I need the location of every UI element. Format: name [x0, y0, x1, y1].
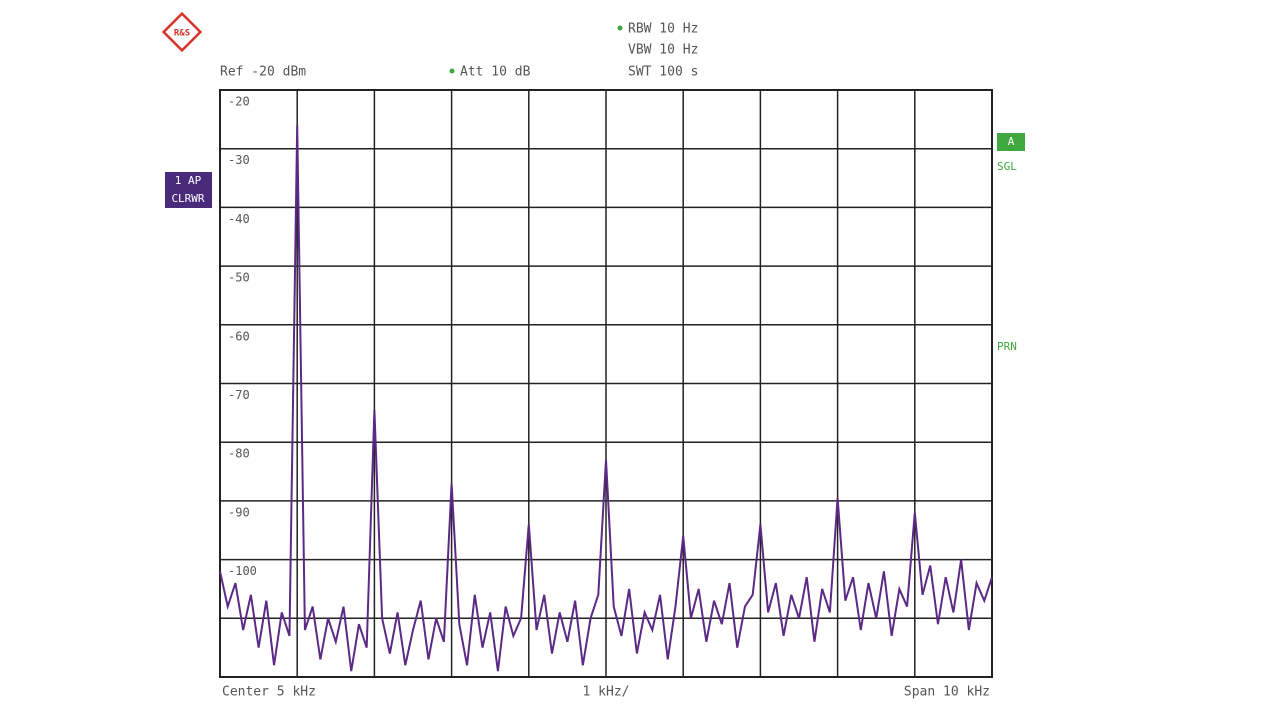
- logo-text: R&S: [174, 29, 190, 39]
- trace-mode: 1 AP: [175, 174, 202, 187]
- swt: SWT 100 s: [628, 65, 698, 80]
- y-tick-label: -70: [228, 388, 250, 402]
- sweep-mode: SGL: [997, 160, 1017, 173]
- per-division: 1 kHz/: [583, 685, 630, 700]
- y-tick-label: -30: [228, 153, 250, 167]
- y-tick-label: -60: [228, 329, 250, 343]
- trace-detector: CLRWR: [171, 192, 204, 205]
- y-tick-label: -20: [228, 95, 250, 109]
- attenuation: Att 10 dB: [460, 65, 531, 80]
- trace-label-box: [997, 133, 1025, 151]
- span: Span 10 kHz: [904, 685, 990, 700]
- coupling-marker: [617, 25, 623, 31]
- rbw: RBW 10 Hz: [628, 22, 698, 37]
- vbw: VBW 10 Hz: [628, 43, 698, 58]
- trace-label: A: [1008, 135, 1015, 148]
- center-frequency: Center 5 kHz: [222, 685, 316, 700]
- trace: [219, 125, 993, 672]
- y-tick-label: -40: [228, 212, 250, 226]
- y-tick-label: -90: [228, 505, 250, 519]
- plot-area: -20 -30 -40 -50 -60 -70 -80 -90 -100: [219, 89, 993, 672]
- ref-level: Ref -20 dBm: [220, 65, 306, 80]
- coupling-marker: [449, 68, 455, 74]
- y-tick-label: -100: [228, 564, 257, 578]
- y-tick-label: -50: [228, 271, 250, 285]
- logo: R&S: [161, 11, 203, 53]
- prn: PRN: [997, 340, 1017, 353]
- y-tick-label: -80: [228, 447, 250, 461]
- trace-box: [165, 172, 212, 208]
- logo-diamond: [161, 11, 203, 53]
